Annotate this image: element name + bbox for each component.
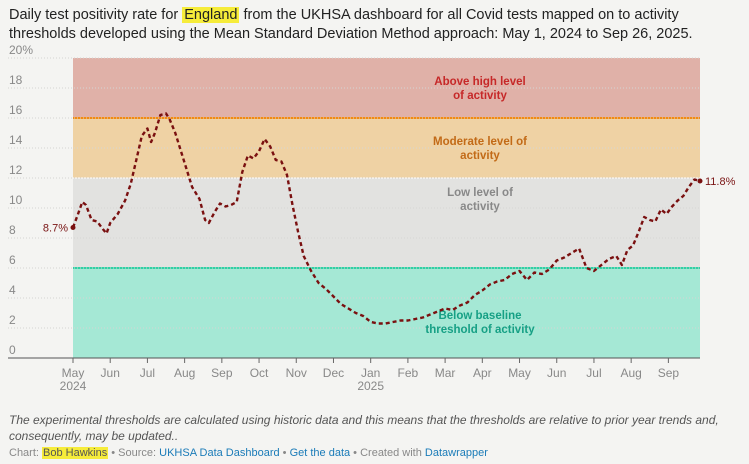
datawrapper-link[interactable]: Datawrapper (424, 447, 488, 459)
get-data-link[interactable]: Get the data (289, 447, 351, 459)
zone-label-baseline: threshold of activity (425, 324, 535, 336)
x-tick-label: May (62, 366, 85, 380)
start-point (70, 225, 76, 230)
y-tick-label: 20% (9, 43, 33, 57)
x-tick-label: Jul (140, 366, 155, 380)
zone-label-high: of activity (453, 90, 507, 102)
x-tick-year-label: 2024 (60, 379, 87, 393)
x-tick-label: Jun (101, 366, 120, 380)
y-tick-label: 10 (9, 193, 23, 207)
y-tick-label: 4 (9, 283, 16, 297)
x-tick-label: Jul (586, 366, 601, 380)
y-tick-label: 14 (9, 133, 23, 147)
zone-low (73, 178, 700, 268)
y-tick-label: 6 (9, 253, 16, 267)
x-tick-label: Aug (620, 366, 641, 380)
y-tick-label: 16 (9, 103, 23, 117)
zone-label-low: Low level of (447, 187, 513, 199)
zone-label-low: activity (460, 201, 500, 213)
x-tick-label: Mar (435, 366, 456, 380)
credit-chart-label: Chart: (9, 447, 43, 459)
x-tick-label: Sep (211, 366, 233, 380)
y-tick-label: 2 (9, 313, 16, 327)
chart-title: Daily test positivity rate for England f… (9, 6, 744, 44)
x-tick-label: Apr (473, 366, 492, 380)
x-tick-label: Jan (361, 366, 380, 380)
y-tick-label: 8 (9, 223, 16, 237)
zone-label-high: Above high level (434, 76, 525, 88)
source-link[interactable]: UKHSA Data Dashboard (159, 447, 280, 459)
title-highlight: England (182, 7, 240, 23)
y-tick-label: 0 (9, 343, 16, 357)
title-pre: Daily test positivity rate for (9, 7, 183, 23)
series-line (71, 112, 701, 325)
chart-credits: Chart: Bob Hawkins • Source: UKHSA Data … (9, 447, 488, 459)
end-value-label: 11.8% (705, 176, 736, 188)
start-value-label: 8.7% (43, 223, 68, 235)
x-tick-label: Oct (250, 366, 269, 380)
x-tick-label: Aug (174, 366, 195, 380)
zone-label-baseline: Below baseline (438, 310, 521, 322)
x-tick-label: Dec (323, 366, 344, 380)
x-tick-label: Feb (398, 366, 419, 380)
credit-source-label: • Source: (108, 447, 160, 459)
x-tick-label: May (508, 366, 531, 380)
title-post: from the UKHSA dashboard for all Covid t… (9, 7, 693, 42)
x-tick-label: Sep (658, 366, 680, 380)
y-tick-label: 18 (9, 73, 23, 87)
end-point (697, 178, 703, 184)
y-tick-label: 12 (9, 163, 23, 177)
chart-notes: The experimental thresholds are calculat… (9, 413, 719, 443)
x-tick-year-label: 2025 (357, 379, 384, 393)
x-tick-label: Jun (547, 366, 566, 380)
credit-author: Bob Hawkins (42, 447, 109, 459)
credit-created-with: • Created with (350, 447, 425, 459)
x-tick-label: Nov (286, 366, 307, 380)
zone-label-moderate: Moderate level of (433, 136, 527, 148)
zone-baseline (73, 268, 700, 358)
zone-label-moderate: activity (460, 150, 500, 162)
credit-sep: • (279, 447, 290, 459)
